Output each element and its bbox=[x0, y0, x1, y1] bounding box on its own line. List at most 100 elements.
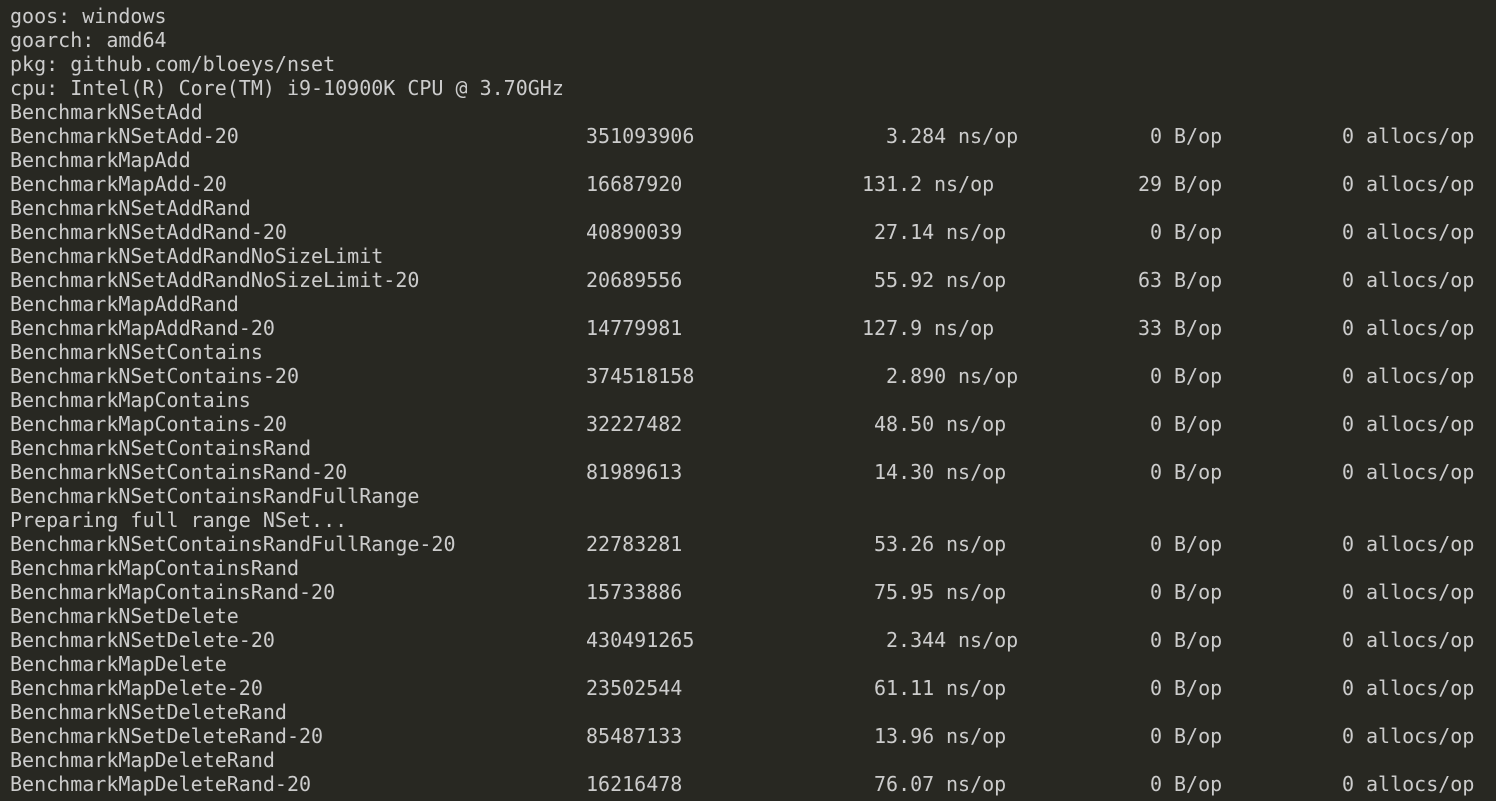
benchmark-result-row: BenchmarkNSetContains-20 374518158 2.890 ns… bbox=[10, 364, 1496, 388]
allocs-per-op: 0 bbox=[1342, 124, 1355, 148]
benchmark-name: BenchmarkNSetAddRand-20 bbox=[10, 220, 287, 244]
bytes-per-op: 29 bbox=[1138, 172, 1163, 196]
iterations: 351093906 bbox=[586, 124, 695, 148]
allocs-unit: allocs/op bbox=[1366, 316, 1475, 340]
ns-per-op: 53.26 bbox=[874, 532, 935, 556]
iterations: 15733886 bbox=[586, 580, 683, 604]
header-goarch: goarch: amd64 bbox=[10, 28, 167, 52]
iterations: 85487133 bbox=[586, 724, 683, 748]
bytes-per-op: 63 bbox=[1138, 268, 1163, 292]
benchmark-results: BenchmarkNSetAdd BenchmarkNSetAdd-20 35109… bbox=[10, 100, 1496, 796]
bytes-per-op: 0 bbox=[1150, 772, 1163, 796]
bytes-per-op: 0 bbox=[1150, 580, 1163, 604]
benchmark-result-row: BenchmarkNSetContainsRand-20 81989613 14.3… bbox=[10, 460, 1496, 484]
ns-unit: ns/op bbox=[946, 460, 1007, 484]
ns-unit: ns/op bbox=[946, 220, 1007, 244]
allocs-per-op: 0 bbox=[1342, 676, 1355, 700]
iterations: 32227482 bbox=[586, 412, 683, 436]
benchmark-result-row: BenchmarkMapDelete-20 23502544 61.11 ns/op 0… bbox=[10, 676, 1496, 700]
log-line: BenchmarkMapContainsRand bbox=[10, 556, 299, 580]
ns-per-op: 75.95 bbox=[874, 580, 935, 604]
iterations: 16216478 bbox=[586, 772, 683, 796]
ns-unit: ns/op bbox=[946, 268, 1007, 292]
log-line: BenchmarkMapAddRand bbox=[10, 292, 239, 316]
ns-per-op: 27.14 bbox=[874, 220, 935, 244]
benchmark-result-row: BenchmarkMapDeleteRand-20 16216478 76.07 ns… bbox=[10, 772, 1496, 796]
allocs-unit: allocs/op bbox=[1366, 124, 1475, 148]
ns-unit: ns/op bbox=[946, 772, 1007, 796]
log-line: BenchmarkNSetContains bbox=[10, 340, 263, 364]
allocs-per-op: 0 bbox=[1342, 532, 1355, 556]
log-line: BenchmarkNSetContainsRandFullRange bbox=[10, 484, 420, 508]
benchmark-name: BenchmarkMapDeleteRand-20 bbox=[10, 772, 312, 796]
benchmark-name: BenchmarkNSetContainsRandFullRange-20 bbox=[10, 532, 456, 556]
bytes-per-op: 33 bbox=[1138, 316, 1163, 340]
allocs-unit: allocs/op bbox=[1366, 772, 1475, 796]
benchmark-result-row: BenchmarkMapAdd-20 16687920 131.2 ns/op 29 B/… bbox=[10, 172, 1496, 196]
allocs-unit: allocs/op bbox=[1366, 220, 1475, 244]
log-line: BenchmarkNSetAddRandNoSizeLimit bbox=[10, 244, 384, 268]
iterations: 14779981 bbox=[586, 316, 683, 340]
benchmark-result-row: BenchmarkNSetAddRandNoSizeLimit-20 206895… bbox=[10, 268, 1496, 292]
benchmark-name: BenchmarkMapDelete-20 bbox=[10, 676, 263, 700]
allocs-per-op: 0 bbox=[1342, 220, 1355, 244]
iterations: 16687920 bbox=[586, 172, 683, 196]
benchmark-result-row: BenchmarkNSetAddRand-20 40890039 27.14 ns/o… bbox=[10, 220, 1496, 244]
allocs-unit: allocs/op bbox=[1366, 628, 1475, 652]
ns-unit: ns/op bbox=[934, 316, 995, 340]
allocs-per-op: 0 bbox=[1342, 724, 1355, 748]
bytes-per-op: 0 bbox=[1150, 364, 1163, 388]
log-line: Preparing full range NSet... bbox=[10, 508, 348, 532]
header-cpu: cpu: Intel(R) Core(TM) i9-10900K CPU @ 3… bbox=[10, 76, 564, 100]
iterations: 374518158 bbox=[586, 364, 695, 388]
log-line: BenchmarkNSetAdd bbox=[10, 100, 203, 124]
log-line: BenchmarkNSetContainsRand bbox=[10, 436, 312, 460]
allocs-per-op: 0 bbox=[1342, 364, 1355, 388]
allocs-unit: allocs/op bbox=[1366, 460, 1475, 484]
log-line: BenchmarkMapContains bbox=[10, 388, 251, 412]
benchmark-name: BenchmarkNSetContainsRand-20 bbox=[10, 460, 348, 484]
allocs-unit: allocs/op bbox=[1366, 412, 1475, 436]
log-line: BenchmarkNSetAddRand bbox=[10, 196, 251, 220]
bytes-per-op: 0 bbox=[1150, 412, 1163, 436]
ns-per-op: 76.07 bbox=[874, 772, 935, 796]
benchmark-result-row: BenchmarkNSetAdd-20 351093906 3.284 ns/op 0 B… bbox=[10, 124, 1496, 148]
ns-per-op: 55.92 bbox=[874, 268, 935, 292]
allocs-unit: allocs/op bbox=[1366, 532, 1475, 556]
benchmark-name: BenchmarkMapAdd-20 bbox=[10, 172, 227, 196]
allocs-unit: allocs/op bbox=[1366, 676, 1475, 700]
bytes-unit: B/op bbox=[1174, 364, 1223, 388]
allocs-per-op: 0 bbox=[1342, 628, 1355, 652]
benchmark-result-row: BenchmarkNSetDelete-20 430491265 2.344 ns/o… bbox=[10, 628, 1496, 652]
header-pkg: pkg: github.com/bloeys/nset bbox=[10, 52, 336, 76]
benchmark-name: BenchmarkNSetDelete-20 bbox=[10, 628, 275, 652]
bytes-unit: B/op bbox=[1174, 412, 1223, 436]
ns-per-op: 14.30 bbox=[874, 460, 935, 484]
ns-per-op: 3.284 bbox=[886, 124, 947, 148]
iterations: 22783281 bbox=[586, 532, 683, 556]
terminal-output[interactable]: goos: windows goarch: amd64 pkg: github.… bbox=[10, 4, 1496, 796]
ns-unit: ns/op bbox=[958, 124, 1019, 148]
allocs-unit: allocs/op bbox=[1366, 268, 1475, 292]
allocs-unit: allocs/op bbox=[1366, 580, 1475, 604]
ns-unit: ns/op bbox=[946, 724, 1007, 748]
allocs-unit: allocs/op bbox=[1366, 724, 1475, 748]
bytes-unit: B/op bbox=[1174, 628, 1223, 652]
ns-unit: ns/op bbox=[958, 628, 1019, 652]
ns-per-op: 127.9 bbox=[862, 316, 923, 340]
bytes-per-op: 0 bbox=[1150, 220, 1163, 244]
allocs-per-op: 0 bbox=[1342, 172, 1355, 196]
benchmark-result-row: BenchmarkNSetContainsRandFullRange-20 227… bbox=[10, 532, 1496, 556]
benchmark-result-row: BenchmarkNSetDeleteRand-20 85487133 13.96 n… bbox=[10, 724, 1496, 748]
bytes-unit: B/op bbox=[1174, 532, 1223, 556]
ns-per-op: 2.344 bbox=[886, 628, 947, 652]
allocs-unit: allocs/op bbox=[1366, 172, 1475, 196]
benchmark-name: BenchmarkMapAddRand-20 bbox=[10, 316, 275, 340]
bytes-per-op: 0 bbox=[1150, 532, 1163, 556]
bytes-unit: B/op bbox=[1174, 772, 1223, 796]
ns-unit: ns/op bbox=[946, 532, 1007, 556]
bytes-per-op: 0 bbox=[1150, 628, 1163, 652]
iterations: 23502544 bbox=[586, 676, 683, 700]
bytes-unit: B/op bbox=[1174, 268, 1223, 292]
log-line: BenchmarkMapAdd bbox=[10, 148, 191, 172]
